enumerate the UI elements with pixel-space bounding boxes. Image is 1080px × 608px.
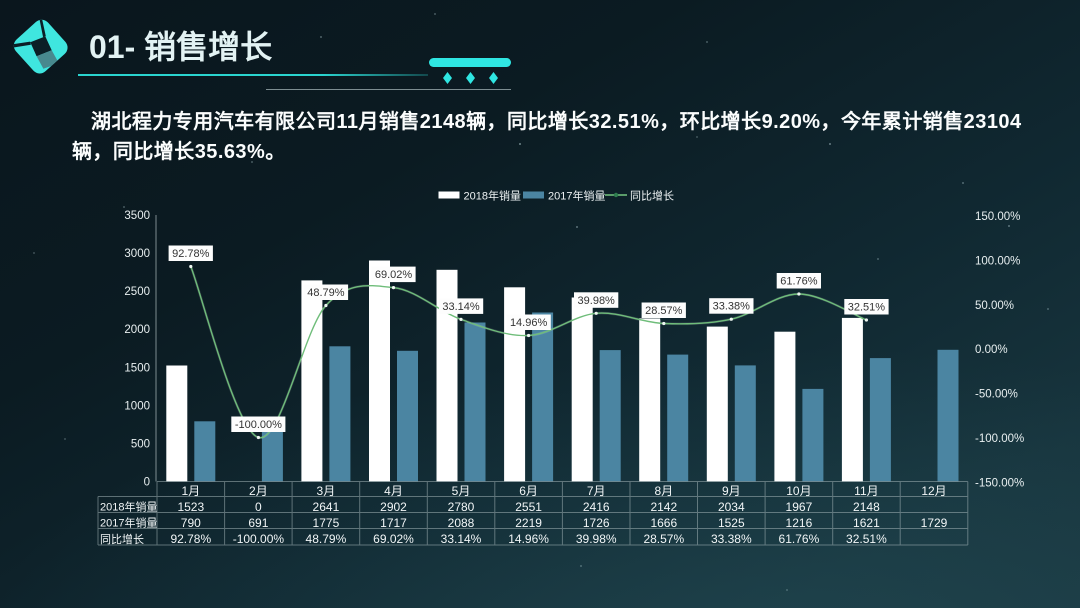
svg-text:2017年销量: 2017年销量 <box>100 516 157 530</box>
svg-text:1000: 1000 <box>124 400 150 412</box>
svg-text:0.00%: 0.00% <box>975 344 1008 356</box>
svg-text:0: 0 <box>144 477 150 489</box>
svg-text:48.79%: 48.79% <box>307 287 345 299</box>
svg-text:69.02%: 69.02% <box>375 269 413 281</box>
svg-text:790: 790 <box>181 516 201 530</box>
svg-text:-150.00%: -150.00% <box>975 478 1024 490</box>
svg-text:48.79%: 48.79% <box>306 532 347 546</box>
svg-text:2148: 2148 <box>853 500 880 514</box>
svg-text:2641: 2641 <box>313 500 340 514</box>
svg-text:6月: 6月 <box>519 484 538 498</box>
svg-text:1726: 1726 <box>583 516 610 530</box>
svg-text:1717: 1717 <box>380 516 407 530</box>
svg-text:2416: 2416 <box>583 500 610 514</box>
svg-text:0: 0 <box>255 500 262 514</box>
svg-text:4月: 4月 <box>384 484 403 498</box>
svg-text:1500: 1500 <box>124 362 150 374</box>
svg-text:2142: 2142 <box>650 500 677 514</box>
svg-text:92.78%: 92.78% <box>170 532 211 546</box>
svg-text:28.57%: 28.57% <box>643 532 684 546</box>
svg-text:33.14%: 33.14% <box>441 532 482 546</box>
svg-text:2月: 2月 <box>249 484 268 498</box>
svg-text:同比增长: 同比增长 <box>100 532 144 546</box>
svg-text:61.76%: 61.76% <box>780 276 818 288</box>
svg-text:2017年销量: 2017年销量 <box>548 189 605 203</box>
svg-text:2000: 2000 <box>124 324 150 336</box>
svg-text:-100.00%: -100.00% <box>975 433 1024 445</box>
svg-text:8月: 8月 <box>654 484 673 498</box>
svg-text:2902: 2902 <box>380 500 407 514</box>
svg-text:2034: 2034 <box>718 500 745 514</box>
svg-text:2780: 2780 <box>448 500 475 514</box>
svg-text:-100.00%: -100.00% <box>235 419 282 431</box>
svg-text:2500: 2500 <box>124 286 150 298</box>
svg-text:33.38%: 33.38% <box>713 301 751 313</box>
svg-text:150.00%: 150.00% <box>975 211 1020 223</box>
svg-text:92.78%: 92.78% <box>172 248 210 260</box>
svg-text:14.96%: 14.96% <box>510 317 548 329</box>
svg-text:1729: 1729 <box>921 516 948 530</box>
svg-text:12月: 12月 <box>921 484 946 498</box>
svg-text:28.57%: 28.57% <box>645 305 683 317</box>
svg-text:2551: 2551 <box>515 500 542 514</box>
svg-text:2018年销量: 2018年销量 <box>100 500 157 514</box>
svg-text:11月: 11月 <box>854 484 878 498</box>
svg-text:1775: 1775 <box>313 516 340 530</box>
svg-text:1666: 1666 <box>650 516 677 530</box>
svg-text:3月: 3月 <box>317 484 336 498</box>
svg-text:1621: 1621 <box>853 516 880 530</box>
svg-text:691: 691 <box>248 516 268 530</box>
svg-text:1216: 1216 <box>786 516 813 530</box>
svg-text:9月: 9月 <box>722 484 741 498</box>
svg-text:50.00%: 50.00% <box>975 300 1014 312</box>
svg-text:2018年销量: 2018年销量 <box>464 189 521 203</box>
svg-text:39.98%: 39.98% <box>576 532 617 546</box>
svg-text:10月: 10月 <box>786 484 811 498</box>
svg-text:1525: 1525 <box>718 516 745 530</box>
svg-text:3500: 3500 <box>124 210 150 222</box>
svg-text:33.14%: 33.14% <box>442 301 480 313</box>
svg-text:100.00%: 100.00% <box>975 255 1020 267</box>
svg-text:32.51%: 32.51% <box>846 532 887 546</box>
svg-text:同比增长: 同比增长 <box>630 189 674 203</box>
svg-text:1523: 1523 <box>177 500 204 514</box>
svg-text:61.76%: 61.76% <box>779 532 820 546</box>
svg-text:2219: 2219 <box>515 516 542 530</box>
svg-text:32.51%: 32.51% <box>848 302 886 314</box>
svg-text:1967: 1967 <box>786 500 813 514</box>
svg-text:500: 500 <box>131 438 150 450</box>
svg-text:2088: 2088 <box>448 516 475 530</box>
svg-text:69.02%: 69.02% <box>373 532 414 546</box>
svg-text:14.96%: 14.96% <box>508 532 549 546</box>
svg-text:7月: 7月 <box>587 484 606 498</box>
svg-text:-100.00%: -100.00% <box>233 532 285 546</box>
svg-text:1月: 1月 <box>181 484 200 498</box>
svg-text:3000: 3000 <box>124 248 150 260</box>
svg-text:-50.00%: -50.00% <box>975 389 1018 401</box>
svg-text:39.98%: 39.98% <box>578 295 616 307</box>
svg-text:33.38%: 33.38% <box>711 532 752 546</box>
svg-text:5月: 5月 <box>452 484 471 498</box>
